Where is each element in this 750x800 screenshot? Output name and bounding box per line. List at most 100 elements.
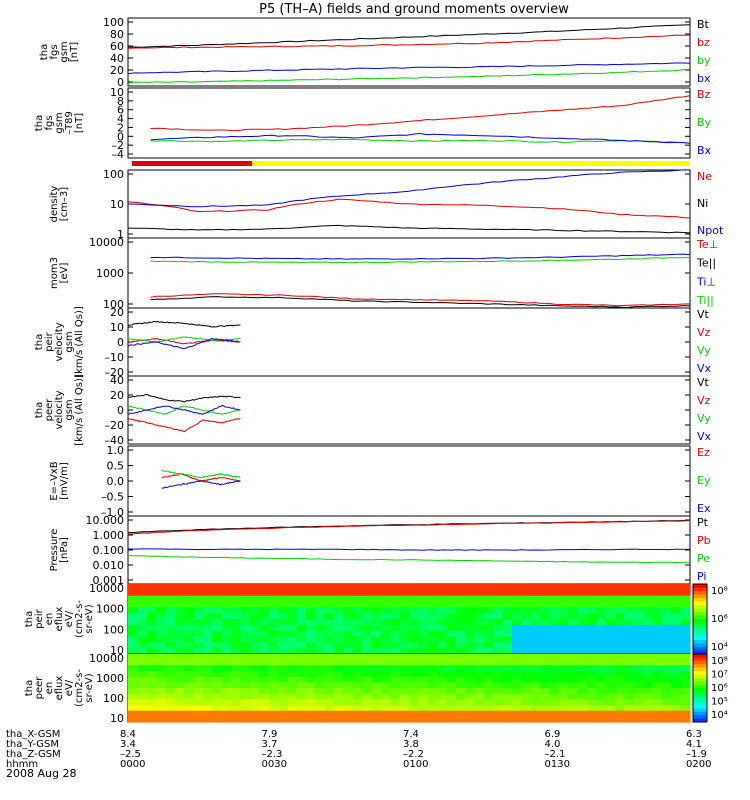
spectrogram-cell bbox=[521, 589, 532, 597]
spectrogram-cell bbox=[221, 693, 232, 700]
spectrogram-cell bbox=[231, 665, 241, 672]
spectrogram-cell bbox=[315, 716, 326, 723]
spectrogram-cell bbox=[128, 693, 138, 700]
spectrogram-cell bbox=[643, 630, 654, 638]
spectrogram-cell bbox=[156, 699, 167, 706]
spectrogram-cell bbox=[558, 716, 569, 723]
spectrogram-cell bbox=[530, 665, 541, 672]
colorbar-cell bbox=[693, 718, 707, 723]
spectrogram-cell bbox=[324, 601, 335, 608]
spectrogram-cell bbox=[493, 654, 504, 661]
spectrogram-cell bbox=[128, 624, 138, 632]
spectrogram-cell bbox=[465, 654, 476, 661]
spectrogram-cell bbox=[277, 682, 288, 689]
spectrogram-cell bbox=[661, 688, 672, 695]
spectrogram-cell bbox=[371, 648, 382, 655]
spectrogram-cell bbox=[474, 716, 485, 723]
spectrogram-cell bbox=[287, 619, 298, 626]
spectrogram-cell bbox=[352, 654, 363, 661]
spectrogram-cell bbox=[380, 716, 391, 723]
spectrogram-cell bbox=[137, 595, 148, 603]
spectrogram-cell bbox=[146, 705, 157, 712]
spectrogram-cell bbox=[165, 676, 176, 683]
spectrogram-cell bbox=[643, 642, 654, 649]
spectrogram-cell bbox=[483, 659, 494, 666]
spectrogram-cell bbox=[624, 619, 635, 626]
spectrogram-cell bbox=[586, 693, 597, 700]
spectrogram-cell bbox=[409, 693, 419, 700]
spectrogram-cell bbox=[605, 693, 616, 700]
spectrogram-cell bbox=[156, 665, 167, 672]
spectrogram-cell bbox=[671, 699, 682, 706]
legend-label: Ex bbox=[697, 502, 711, 515]
spectrogram-cell bbox=[615, 613, 626, 620]
spectrogram-cell bbox=[277, 595, 288, 603]
spectrogram-cell bbox=[465, 601, 476, 608]
spectrogram-cell bbox=[418, 654, 429, 661]
spectrogram-cell bbox=[680, 595, 691, 603]
spectrogram-cell bbox=[174, 619, 185, 626]
spectrogram-cell bbox=[540, 716, 551, 723]
spectrogram-cell bbox=[221, 676, 232, 683]
spectrogram-cell bbox=[324, 589, 335, 597]
spectrogram-cell bbox=[671, 642, 682, 649]
spectrogram-cell bbox=[521, 654, 532, 661]
spectrogram-cell bbox=[512, 584, 522, 591]
spectrogram-cell bbox=[184, 619, 195, 626]
spectrogram-cell bbox=[287, 693, 298, 700]
spectrogram-cell bbox=[399, 693, 410, 700]
spectrogram-cell bbox=[156, 613, 167, 620]
panels-group: thafgsgsm[nT]100806040200Btbzbybxthafgsg… bbox=[24, 16, 728, 725]
spectrogram-cell bbox=[324, 584, 335, 591]
colorbar-cell bbox=[693, 664, 707, 669]
spectrogram-cell bbox=[202, 584, 213, 591]
spectrogram-cell bbox=[352, 584, 363, 591]
spectrogram-cell bbox=[437, 665, 448, 672]
spectrogram-cell bbox=[268, 671, 279, 678]
spectrogram-cell bbox=[465, 619, 476, 626]
spectrogram-cell bbox=[680, 716, 691, 723]
spectrogram-cell bbox=[643, 682, 654, 689]
spectrogram-cell bbox=[324, 624, 335, 632]
spectrogram-cell bbox=[446, 705, 457, 712]
spectrogram-cell bbox=[174, 705, 185, 712]
spectrogram-cell bbox=[493, 624, 504, 632]
spectrogram-cell bbox=[315, 630, 326, 638]
spectrogram-cell bbox=[352, 665, 363, 672]
spectrogram-cell bbox=[165, 642, 176, 649]
spectrogram-cell bbox=[652, 659, 663, 666]
legend-label: Bt bbox=[697, 18, 710, 31]
spectrogram-cell bbox=[259, 659, 270, 666]
spectrogram-cell bbox=[540, 665, 551, 672]
spectrogram-cell bbox=[380, 630, 391, 638]
spectrogram-cell bbox=[296, 630, 307, 638]
spectrogram-cell bbox=[240, 630, 251, 638]
spectrogram-cell bbox=[362, 654, 373, 661]
spectrogram-cell bbox=[184, 636, 195, 643]
spectrogram-cell bbox=[259, 693, 270, 700]
spectrogram-cell bbox=[156, 607, 167, 614]
spectrogram-cell bbox=[643, 676, 654, 683]
spectrogram-cell bbox=[409, 589, 419, 597]
spectrogram-cell bbox=[212, 716, 223, 723]
spectrogram-cell bbox=[371, 671, 382, 678]
spectrogram-cell bbox=[446, 601, 457, 608]
spectrogram-cell bbox=[165, 699, 176, 706]
spectrogram-cell bbox=[427, 624, 438, 632]
spectrogram-cell bbox=[418, 705, 429, 712]
spectrogram-cell bbox=[240, 607, 251, 614]
spectrogram-cell bbox=[455, 654, 466, 661]
spectrogram-cell bbox=[558, 619, 569, 626]
spectrogram-cell bbox=[305, 642, 316, 649]
colorbar-cell bbox=[693, 684, 707, 689]
x-axis-row-label: hhmm bbox=[6, 759, 38, 770]
x-axis-value: 3.8 bbox=[403, 739, 419, 750]
spectrogram-cell bbox=[287, 601, 298, 608]
spectrogram-cell bbox=[427, 613, 438, 620]
spectrogram-cell bbox=[184, 665, 195, 672]
spectrogram-cell bbox=[474, 584, 485, 591]
spectrogram-cell bbox=[165, 613, 176, 620]
spectrogram-cell bbox=[156, 648, 167, 655]
y-tick-label: 6 bbox=[117, 104, 124, 117]
spectrogram-cell bbox=[596, 624, 607, 632]
